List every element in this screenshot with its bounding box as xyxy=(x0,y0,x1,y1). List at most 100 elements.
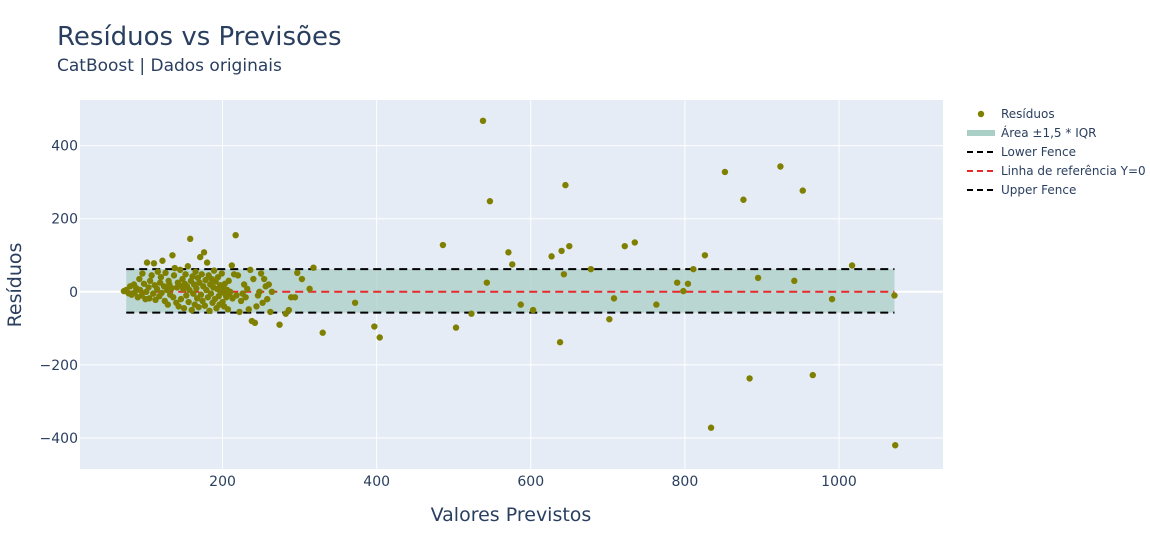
y-tick-label: −200 xyxy=(40,358,78,374)
residual-point xyxy=(171,264,178,272)
residual-point xyxy=(140,280,148,287)
residual-point xyxy=(560,271,568,278)
residual-point xyxy=(701,252,709,259)
residual-point xyxy=(143,259,151,266)
residual-point xyxy=(150,290,157,297)
residual-point xyxy=(376,334,383,341)
residual-point xyxy=(509,261,516,268)
residual-point xyxy=(673,279,681,286)
y-tick-label: 200 xyxy=(51,212,78,228)
legend-item-label: Linha de referência Y=0 xyxy=(1001,164,1146,178)
residual-point xyxy=(351,299,359,306)
residual-point xyxy=(319,329,326,336)
residual-point xyxy=(148,272,155,279)
residual-point xyxy=(828,295,836,303)
residual-point xyxy=(291,294,299,301)
residual-point xyxy=(371,323,378,330)
residual-points-layer xyxy=(120,117,899,449)
residual-point xyxy=(197,253,204,261)
residual-point xyxy=(740,196,747,203)
residual-point xyxy=(558,247,565,255)
residual-point xyxy=(294,269,301,277)
residual-point xyxy=(198,271,205,278)
residual-point xyxy=(146,295,153,302)
residual-point xyxy=(170,294,177,301)
residual-point xyxy=(224,306,232,313)
residual-point xyxy=(452,324,460,331)
residual-point xyxy=(197,291,205,298)
legend-item-label: Upper Fence xyxy=(1001,183,1076,197)
residual-point xyxy=(236,308,243,316)
residual-point xyxy=(566,242,573,250)
legend-item-label: Resíduos xyxy=(1001,107,1055,121)
residual-point xyxy=(237,297,245,305)
residual-point xyxy=(268,288,276,296)
residual-point xyxy=(195,303,202,311)
x-axis-title: Valores Previstos xyxy=(431,504,592,526)
residual-point xyxy=(225,277,232,285)
residual-point xyxy=(153,285,161,293)
residual-point xyxy=(203,259,211,266)
residual-point xyxy=(486,198,494,205)
residual-point xyxy=(746,375,753,382)
residual-point xyxy=(631,239,638,246)
legend-marker-points xyxy=(977,110,985,118)
residual-point xyxy=(556,339,564,346)
residual-point xyxy=(158,289,165,297)
residual-point xyxy=(227,288,234,296)
legend-item-label: Lower Fence xyxy=(1001,145,1076,159)
residual-point xyxy=(468,310,475,317)
residual-point xyxy=(259,299,266,306)
residual-point xyxy=(157,273,165,281)
residual-point xyxy=(159,257,166,264)
x-tick-label: 1000 xyxy=(821,474,857,490)
residual-point xyxy=(233,292,240,299)
y-tick-label: 400 xyxy=(51,139,78,155)
legend[interactable]: Resíduos Área ±1,5 * IQR Lower Fence Linha … xyxy=(967,107,1146,197)
residual-point xyxy=(175,303,182,310)
residual-point xyxy=(256,288,263,296)
residual-point xyxy=(306,285,313,293)
residual-point xyxy=(177,295,185,303)
residual-point xyxy=(139,270,146,277)
residual-point xyxy=(200,249,208,256)
residual-point xyxy=(606,316,613,323)
y-tick-label: −400 xyxy=(40,431,78,447)
residual-point xyxy=(562,181,569,189)
residual-point xyxy=(199,297,206,305)
residual-point xyxy=(257,270,265,277)
residual-point xyxy=(183,292,190,299)
residual-point xyxy=(245,306,252,313)
residual-point xyxy=(439,241,447,249)
residual-point xyxy=(754,274,762,282)
residual-point xyxy=(162,269,169,277)
residual-point xyxy=(505,249,512,256)
residual-point xyxy=(190,290,197,297)
y-tick-label: 0 xyxy=(69,285,78,301)
residual-point xyxy=(242,294,249,301)
x-tick-label: 800 xyxy=(672,474,699,490)
residual-point xyxy=(653,301,660,308)
residual-point xyxy=(184,263,192,270)
residual-point xyxy=(264,295,271,303)
residual-point xyxy=(186,235,194,243)
residual-point xyxy=(136,275,143,283)
residual-point xyxy=(891,292,898,299)
residual-point xyxy=(809,371,816,379)
residual-point xyxy=(848,262,856,269)
residual-point xyxy=(180,305,188,312)
residual-point xyxy=(192,268,199,275)
residual-point xyxy=(218,270,225,277)
residual-point xyxy=(251,319,259,327)
residual-point xyxy=(610,295,618,302)
residual-point xyxy=(169,252,176,259)
residual-point xyxy=(244,285,251,293)
residual-point xyxy=(721,168,729,176)
x-tick-label: 200 xyxy=(209,474,236,490)
residual-point xyxy=(250,275,257,283)
residual-point xyxy=(483,279,491,286)
tick-labels: 200 400 600 800 1000 −400 −200 0 200 400 xyxy=(40,139,857,490)
legend-item-label: Área ±1,5 * IQR xyxy=(1001,125,1097,140)
residual-point xyxy=(680,287,687,295)
